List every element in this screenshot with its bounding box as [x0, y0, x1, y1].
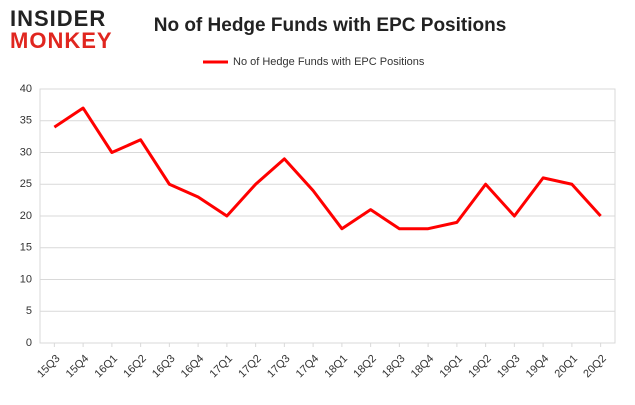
y-tick-label: 25	[20, 178, 32, 190]
logo-line1: INSIDER	[10, 6, 106, 31]
data-line	[53, 106, 602, 231]
x-tick-label: 20Q2	[581, 353, 609, 381]
y-tick-label: 20	[20, 210, 32, 222]
y-tick-label: 0	[26, 337, 32, 349]
x-tick-label: 18Q1	[323, 353, 351, 381]
x-tick-label: 18Q2	[351, 353, 379, 381]
plot-border	[39, 88, 616, 344]
logo-line2: MONKEY	[10, 28, 113, 53]
x-tick-label: 15Q3	[35, 353, 63, 381]
x-tick-label: 18Q4	[409, 353, 437, 381]
y-tick-label: 35	[20, 115, 32, 127]
y-tick-label: 15	[20, 242, 32, 254]
y-tick-label: 40	[20, 83, 32, 95]
x-tick-label: 20Q1	[553, 353, 581, 381]
x-tick-label: 18Q3	[380, 353, 408, 381]
x-tick-label: 16Q1	[93, 353, 121, 381]
x-tick-label: 17Q3	[265, 353, 293, 381]
chart-title: No of Hedge Funds with EPC Positions	[154, 15, 507, 36]
x-tick-label: 19Q1	[438, 353, 466, 381]
y-tick-label: 5	[26, 305, 32, 317]
x-tick-label: 17Q1	[208, 353, 236, 381]
x-tick-label: 16Q4	[179, 353, 207, 381]
x-tick-label: 15Q4	[64, 353, 92, 381]
y-tick-label: 30	[20, 146, 32, 158]
legend-label: No of Hedge Funds with EPC Positions	[233, 56, 425, 68]
x-tick-label: 16Q3	[150, 353, 178, 381]
x-tick-label: 17Q2	[236, 353, 264, 381]
y-tick-label: 10	[20, 273, 32, 285]
x-tick-label: 17Q4	[294, 353, 322, 381]
x-tick-label: 16Q2	[121, 353, 149, 381]
x-tick-label: 19Q4	[524, 353, 552, 381]
x-tick-label: 19Q3	[495, 353, 523, 381]
x-tick-label: 19Q2	[466, 353, 494, 381]
